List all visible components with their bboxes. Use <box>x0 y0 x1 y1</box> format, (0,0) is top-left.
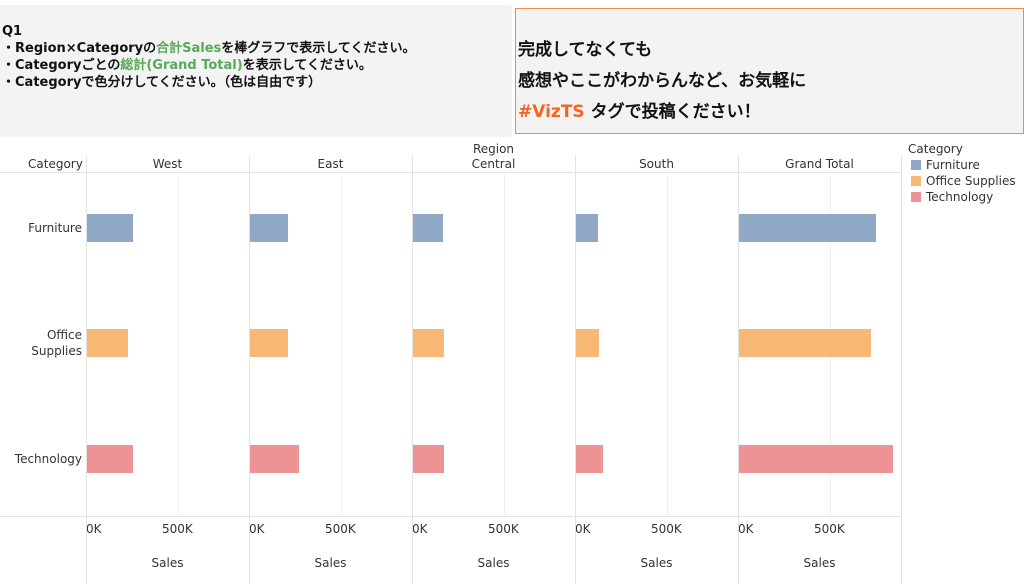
bar-east-technology <box>250 445 299 473</box>
bar-west-technology <box>87 445 134 473</box>
panel-header-central: Central <box>471 157 516 171</box>
axis-line <box>0 516 901 517</box>
text: を表示してください。 <box>242 58 372 73</box>
note-line-2: 感想やここがわからんなど、お気軽に <box>518 71 807 91</box>
panel-header-west: West <box>152 157 183 171</box>
legend-item: Technology <box>926 190 994 204</box>
x-tick-label: 500K <box>161 522 193 536</box>
bar-west-office-supplies <box>87 329 128 357</box>
x-tick-label: 500K <box>650 522 682 536</box>
hashtag: #VizTS <box>518 102 585 122</box>
panel-divider <box>412 156 413 584</box>
note-line-3: #VizTS タグで投稿ください！ <box>518 97 1023 128</box>
category-header: Category <box>28 157 83 171</box>
x-tick-label: 0K <box>738 522 754 536</box>
header-line <box>0 172 901 173</box>
text: を棒グラフで表示してください。 <box>221 41 416 56</box>
x-tick-label: 500K <box>487 522 519 536</box>
instruction-line-2: ・Categoryごとの総計(Grand Total)を表示してください。 <box>2 57 512 74</box>
instructions-panel: Q1 ・Region×Categoryの合計Salesを棒グラフで表示してくださ… <box>0 5 512 137</box>
bar-central-office-supplies <box>413 329 444 357</box>
legend-swatch <box>911 192 921 202</box>
bar-grand-total-technology <box>739 445 893 473</box>
legend-item: Furniture <box>926 158 980 172</box>
x-tick-label: 500K <box>813 522 845 536</box>
gridline <box>177 172 179 516</box>
panel-divider <box>901 156 902 584</box>
text: タグで投稿ください！ <box>584 102 761 122</box>
highlight: 合計Sales <box>156 41 222 56</box>
note-panel: 完成してなくても 感想やここがわからんなど、お気軽に #VizTS タグで投稿く… <box>515 8 1024 134</box>
panel-divider <box>249 156 250 584</box>
category-label: Office <box>46 328 82 342</box>
x-tick-label: 500K <box>324 522 356 536</box>
note-line-1: 完成してなくても <box>518 40 653 60</box>
panel-divider <box>86 156 87 584</box>
bar-grand-total-furniture <box>739 214 876 242</box>
instruction-line-1: ・Region×Categoryの合計Salesを棒グラフで表示してください。 <box>2 40 512 57</box>
legend-swatch <box>911 176 921 186</box>
legend-item: Office Supplies <box>926 174 1016 188</box>
bar-west-furniture <box>87 214 134 242</box>
bar-south-office-supplies <box>576 329 600 357</box>
category-label: Technology <box>14 452 82 466</box>
x-axis-label: Sales <box>640 556 673 570</box>
bar-south-technology <box>576 445 604 473</box>
category-label: Furniture <box>28 221 82 235</box>
legend-swatch <box>911 160 921 170</box>
x-tick-label: 0K <box>412 522 428 536</box>
panel-divider <box>738 156 739 584</box>
panel-header-grand-total: Grand Total <box>785 157 854 171</box>
bar-south-furniture <box>576 214 598 242</box>
bar-east-furniture <box>250 214 289 242</box>
x-axis-label: Sales <box>803 556 836 570</box>
question-label: Q1 <box>2 24 23 39</box>
highlight: 総計(Grand Total) <box>120 58 243 73</box>
panel-header-south: South <box>639 157 674 171</box>
bar-central-technology <box>413 445 445 473</box>
bar-grand-total-office-supplies <box>739 329 872 357</box>
x-tick-label: 0K <box>86 522 102 536</box>
gridline <box>666 172 668 516</box>
bar-east-office-supplies <box>250 329 288 357</box>
panel-header-east: East <box>317 157 344 171</box>
region-header: Region <box>472 142 515 156</box>
bar-central-furniture <box>413 214 444 242</box>
x-tick-label: 0K <box>575 522 591 536</box>
text: ・Region×Categoryの <box>2 41 157 56</box>
instruction-line-3: ・Categoryで色分けしてください。（色は自由です） <box>2 75 322 90</box>
panel-divider <box>575 156 576 584</box>
x-axis-label: Sales <box>151 556 184 570</box>
x-axis-label: Sales <box>314 556 347 570</box>
x-axis-label: Sales <box>477 556 510 570</box>
gridline <box>503 172 505 516</box>
gridline <box>340 172 342 516</box>
x-tick-label: 0K <box>249 522 265 536</box>
text: ・Categoryごとの <box>2 58 121 73</box>
category-label: Supplies <box>31 344 82 358</box>
legend-title: Category <box>908 142 963 156</box>
